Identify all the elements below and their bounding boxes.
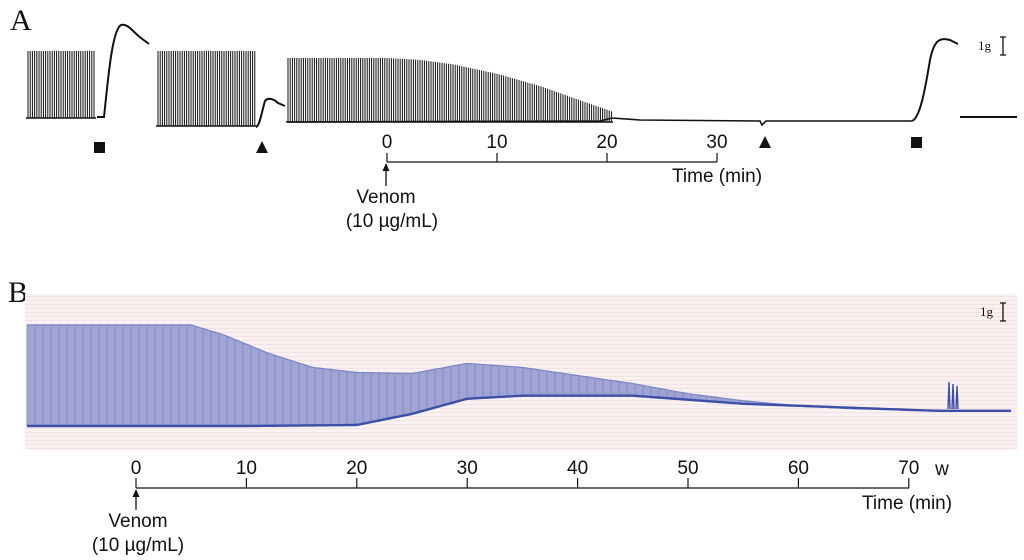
panel-a-scale-label: 1g [978,38,992,53]
panel-a-tick-label-20: 20 [596,132,617,153]
panel-b-tick-label-20: 20 [346,458,367,479]
panel-b-scale-label: 1g [980,304,994,319]
panel-b-oscillation-band [27,325,1011,426]
panel-a-contracture-final [911,38,959,122]
panel-a-scale-bar [1000,36,1006,56]
panel-b-x-axis-title: Time (min) [862,493,952,514]
panel-b-washout-label: w [934,459,949,480]
panel-a-marker-square-1 [94,142,105,153]
panel-a-trace-segment-3 [286,58,613,123]
panel-b-baseline [27,394,1011,428]
panel-b-scale-bar [1000,302,1006,322]
panel-a-twitches-3 [287,58,612,122]
panel-a-label: A [10,4,32,37]
panel-a-marker-square-2 [911,137,922,148]
panel-b-tick-label-30: 30 [457,458,478,479]
panel-a-contracture-1 [97,23,150,118]
panel-a-venom-label: Venom [356,187,415,208]
panel-a-twitches-1 [27,51,95,118]
panel-a-marker-triangle-1 [256,141,268,153]
panel-b-tick-label-60: 60 [788,458,809,479]
panel-b-tick-label-70: 70 [898,458,919,479]
panel-b-tick-label-50: 50 [677,458,698,479]
panel-b-tick-label-10: 10 [236,458,257,479]
panel-b-x-axis: 0 10 20 30 40 50 60 70 [131,458,919,489]
panel-a: A 1g 0 10 20 30 Time (min) Venom (10 µg/mL) [10,4,1017,232]
panel-b-venom-label: Venom [108,511,167,532]
panel-b-tick-label-40: 40 [567,458,588,479]
panel-b-label: B [8,276,28,309]
panel-a-baseline-3 [287,117,912,127]
panel-a-tick-label-10: 10 [486,132,507,153]
panel-a-twitches-2 [157,51,256,126]
panel-a-trace-segment-2 [156,51,257,127]
panel-a-x-axis-title: Time (min) [672,166,762,187]
panel-b-venom-arrowhead [132,489,140,497]
panel-b-trace-lines [27,324,1011,428]
panel-a-tick-label-30: 30 [706,132,727,153]
panel-a-marker-triangle-2 [759,136,771,148]
panel-a-venom-arrowhead [382,163,390,171]
panel-a-x-axis: 0 10 20 30 [382,132,728,163]
panel-b-venom-dose: (10 µg/mL) [92,535,184,556]
panel-a-trace-segment-1 [26,51,96,119]
panel-b-tick-label-0: 0 [131,458,142,479]
panel-a-tick-label-0: 0 [382,132,393,153]
panel-a-response-2 [255,97,286,128]
panel-b: B 1g 0 10 20 30 40 50 60 70 w Time (min) Venom … [8,276,1017,556]
panel-b-washout-spikes [947,381,959,410]
panel-a-venom-dose: (10 µg/mL) [346,211,438,232]
